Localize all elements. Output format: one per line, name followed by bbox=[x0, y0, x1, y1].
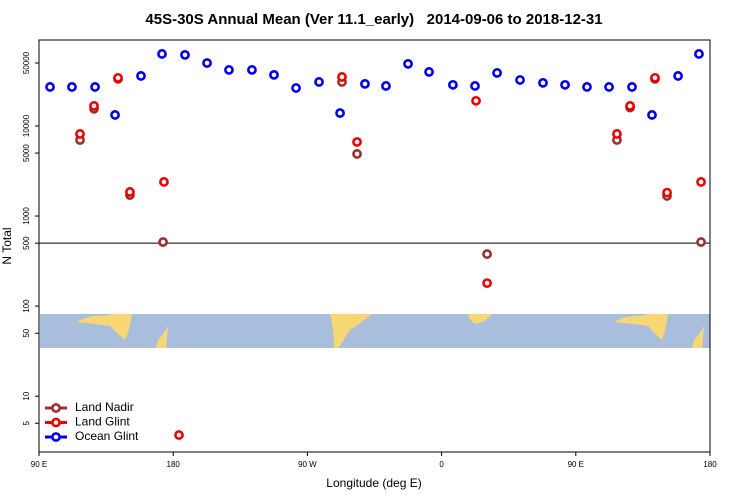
point bbox=[247, 65, 257, 75]
point bbox=[67, 82, 77, 92]
point bbox=[113, 72, 123, 83]
point bbox=[136, 71, 146, 81]
x-tick-label: 90 E bbox=[568, 460, 584, 469]
y-tick-label: 10 bbox=[22, 391, 31, 400]
point bbox=[696, 177, 706, 187]
y-tick-label: 5000 bbox=[22, 144, 31, 162]
y-tick-label: 500 bbox=[22, 236, 31, 250]
point bbox=[159, 177, 169, 187]
y-tick-label: 50 bbox=[22, 328, 31, 337]
point bbox=[202, 58, 212, 68]
y-tick-label: 100 bbox=[22, 299, 31, 313]
ocean-band bbox=[40, 314, 710, 348]
legend-label: Land Glint bbox=[75, 415, 130, 429]
point bbox=[90, 82, 100, 92]
point bbox=[515, 75, 525, 85]
point bbox=[470, 81, 480, 91]
point bbox=[158, 237, 168, 247]
point bbox=[335, 108, 345, 118]
legend-label: Ocean Glint bbox=[75, 429, 139, 443]
point bbox=[157, 49, 167, 59]
x-tick-label: 90 W bbox=[298, 460, 317, 469]
land-shape bbox=[76, 314, 132, 340]
point bbox=[492, 68, 502, 78]
point bbox=[314, 77, 324, 87]
point bbox=[647, 110, 657, 120]
land-shape bbox=[614, 314, 668, 340]
x-tick-label: 180 bbox=[167, 460, 181, 469]
point bbox=[650, 72, 660, 83]
x-tick-label: 90 E bbox=[31, 460, 47, 469]
point bbox=[424, 67, 434, 77]
point bbox=[696, 237, 706, 247]
point bbox=[627, 82, 637, 92]
point bbox=[75, 129, 85, 139]
point bbox=[604, 82, 614, 92]
point bbox=[269, 69, 279, 80]
y-tick-label: 1000 bbox=[22, 207, 31, 225]
land-shape bbox=[156, 326, 168, 348]
point bbox=[403, 58, 413, 69]
point bbox=[482, 278, 492, 289]
point bbox=[560, 79, 570, 90]
point bbox=[291, 83, 301, 93]
point bbox=[352, 137, 362, 147]
point bbox=[448, 79, 458, 90]
point bbox=[625, 100, 635, 111]
point bbox=[673, 71, 683, 81]
point bbox=[471, 95, 481, 106]
legend-marker bbox=[51, 417, 61, 428]
y-axis-label: N Total bbox=[0, 227, 14, 264]
point bbox=[381, 81, 391, 91]
point bbox=[125, 187, 135, 197]
x-tick-label: 180 bbox=[703, 460, 717, 469]
chart-title: 45S-30S Annual Mean (Ver 11.1_early) 201… bbox=[145, 11, 602, 28]
point bbox=[360, 78, 370, 89]
point bbox=[89, 100, 99, 111]
y-tick-label: 50000 bbox=[22, 51, 31, 74]
y-tick-label: 10000 bbox=[22, 114, 31, 137]
point bbox=[174, 430, 184, 440]
point bbox=[612, 129, 622, 139]
plot-frame bbox=[38, 39, 711, 453]
point bbox=[582, 82, 592, 92]
land-shape bbox=[330, 314, 372, 348]
land-shape bbox=[468, 314, 492, 324]
x-tick-label: 0 bbox=[439, 460, 444, 469]
point bbox=[337, 72, 347, 82]
point bbox=[110, 110, 120, 120]
point bbox=[45, 82, 55, 92]
point bbox=[352, 149, 362, 159]
legend-label: Land Nadir bbox=[75, 400, 134, 414]
point bbox=[482, 249, 492, 259]
y-tick-label: 5 bbox=[22, 421, 31, 426]
map-band bbox=[40, 314, 710, 348]
point bbox=[538, 77, 548, 88]
legend-marker bbox=[51, 432, 61, 442]
point bbox=[662, 187, 672, 198]
land-shape bbox=[692, 326, 704, 348]
legend-marker bbox=[51, 403, 61, 413]
point bbox=[224, 65, 234, 75]
point bbox=[694, 49, 704, 59]
point bbox=[180, 49, 190, 60]
x-axis-label: Longitude (deg E) bbox=[326, 476, 421, 490]
